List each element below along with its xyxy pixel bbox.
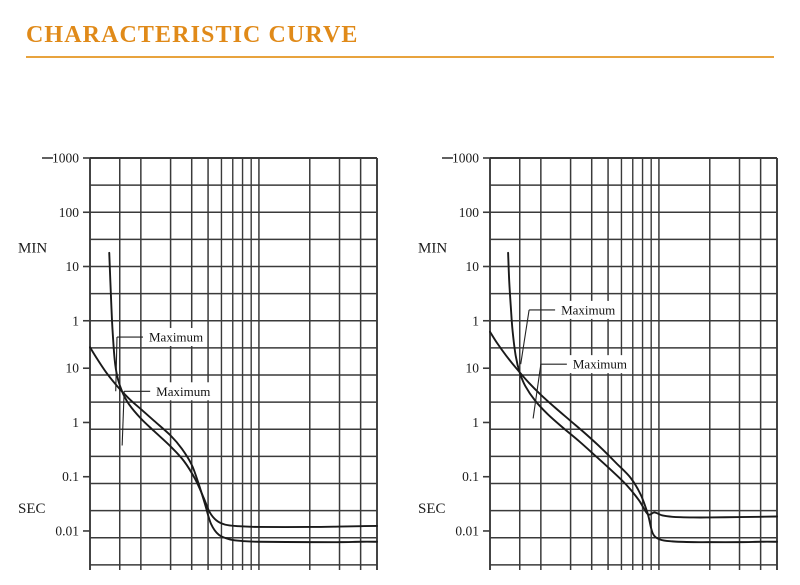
y-axis-tick-label: 1 — [472, 313, 479, 328]
chart-right-canvas: 10001001011010.10.010.00MINSEC11.5234510… — [418, 151, 778, 570]
y-axis-unit-min: MIN — [418, 241, 447, 257]
curve-annotation: Maximum — [532, 355, 627, 419]
y-axis-tick-label: 1 — [72, 415, 79, 430]
annotation-label: Maximum — [149, 330, 203, 345]
y-axis-tick-label: 1000 — [452, 151, 479, 166]
y-axis-unit-sec: SEC — [18, 501, 46, 517]
curve-line — [89, 346, 378, 544]
page-header: CHARACTERISTIC CURVE — [0, 0, 800, 62]
title-divider — [26, 56, 774, 58]
chart-left-canvas: 10001001011010.10.010.00MINSEC11.5234510… — [18, 151, 378, 570]
y-axis-tick-label: 1 — [472, 415, 479, 430]
page-title: CHARACTERISTIC CURVE — [26, 22, 359, 48]
curve-line — [489, 330, 778, 544]
y-axis-tick-label: 1000 — [52, 151, 79, 166]
curve-annotation: Maximum — [115, 328, 203, 392]
y-axis-tick-label: 0.01 — [55, 523, 79, 538]
annotation-label: Maximum — [573, 357, 627, 372]
y-axis-tick-label: 1 — [72, 313, 79, 328]
characteristic-curve-chart-right: 10001001011010.10.010.00MINSEC11.5234510… — [400, 70, 800, 570]
y-axis-tick-label: 10 — [466, 259, 480, 274]
curve-annotation: Maximum — [520, 300, 615, 365]
y-axis-tick-label: 10 — [466, 361, 480, 376]
annotation-label: Maximum — [156, 384, 210, 399]
y-axis-tick-label: 0.1 — [462, 469, 479, 484]
y-axis-tick-label: 0.01 — [455, 523, 479, 538]
y-axis-tick-label: 100 — [59, 205, 80, 220]
y-axis-unit-min: MIN — [18, 241, 47, 257]
curve-line — [507, 251, 778, 519]
characteristic-curve-chart-left: 10001001011010.10.010.00MINSEC11.5234510… — [0, 70, 400, 570]
y-axis-tick-label: 0.1 — [62, 469, 79, 484]
y-axis-tick-label: 10 — [66, 259, 80, 274]
y-axis-tick-label: 10 — [66, 361, 80, 376]
y-axis-tick-label: 100 — [459, 205, 480, 220]
annotation-label: Maximum — [561, 302, 615, 317]
y-axis-unit-sec: SEC — [418, 501, 446, 517]
curve-annotation: Maximum — [121, 382, 210, 446]
curve-line — [108, 251, 378, 528]
